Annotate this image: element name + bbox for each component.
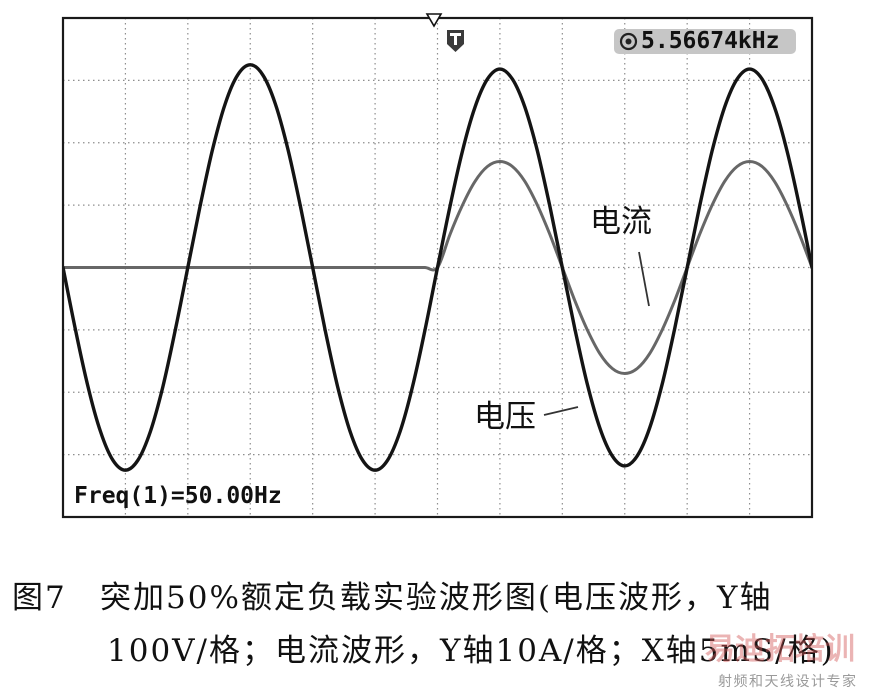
watermark-logo: 易迪拓培训 xyxy=(705,633,855,667)
voltage-waveform xyxy=(63,63,812,472)
channel-1-icon xyxy=(619,32,638,51)
measurement-frequency-readout: Freq(1)=50.00Hz xyxy=(74,483,282,509)
trigger-position-icon xyxy=(425,13,443,28)
caption-line-2: 100V/格；电流波形，Y轴10A/格；X轴5mS/格) xyxy=(107,633,835,669)
oscilloscope-screen xyxy=(61,13,814,519)
trigger-marker-icon xyxy=(447,30,464,52)
frequency-counter-readout: 5.56674kHz xyxy=(614,29,796,54)
watermark-slogan: 射频和天线设计专家 xyxy=(718,674,858,690)
current-series-label: 电流 xyxy=(590,204,652,240)
counter-frequency-value: 5.56674kHz xyxy=(641,28,780,54)
figure-number: 图7 xyxy=(12,580,67,616)
caption-line-1: 突加50%额定负载实验波形图(电压波形，Y轴 xyxy=(100,580,773,616)
current-label-leader xyxy=(638,251,650,307)
graticule xyxy=(63,18,812,517)
voltage-series-label: 电压 xyxy=(474,399,536,435)
voltage-label-leader xyxy=(543,406,579,416)
